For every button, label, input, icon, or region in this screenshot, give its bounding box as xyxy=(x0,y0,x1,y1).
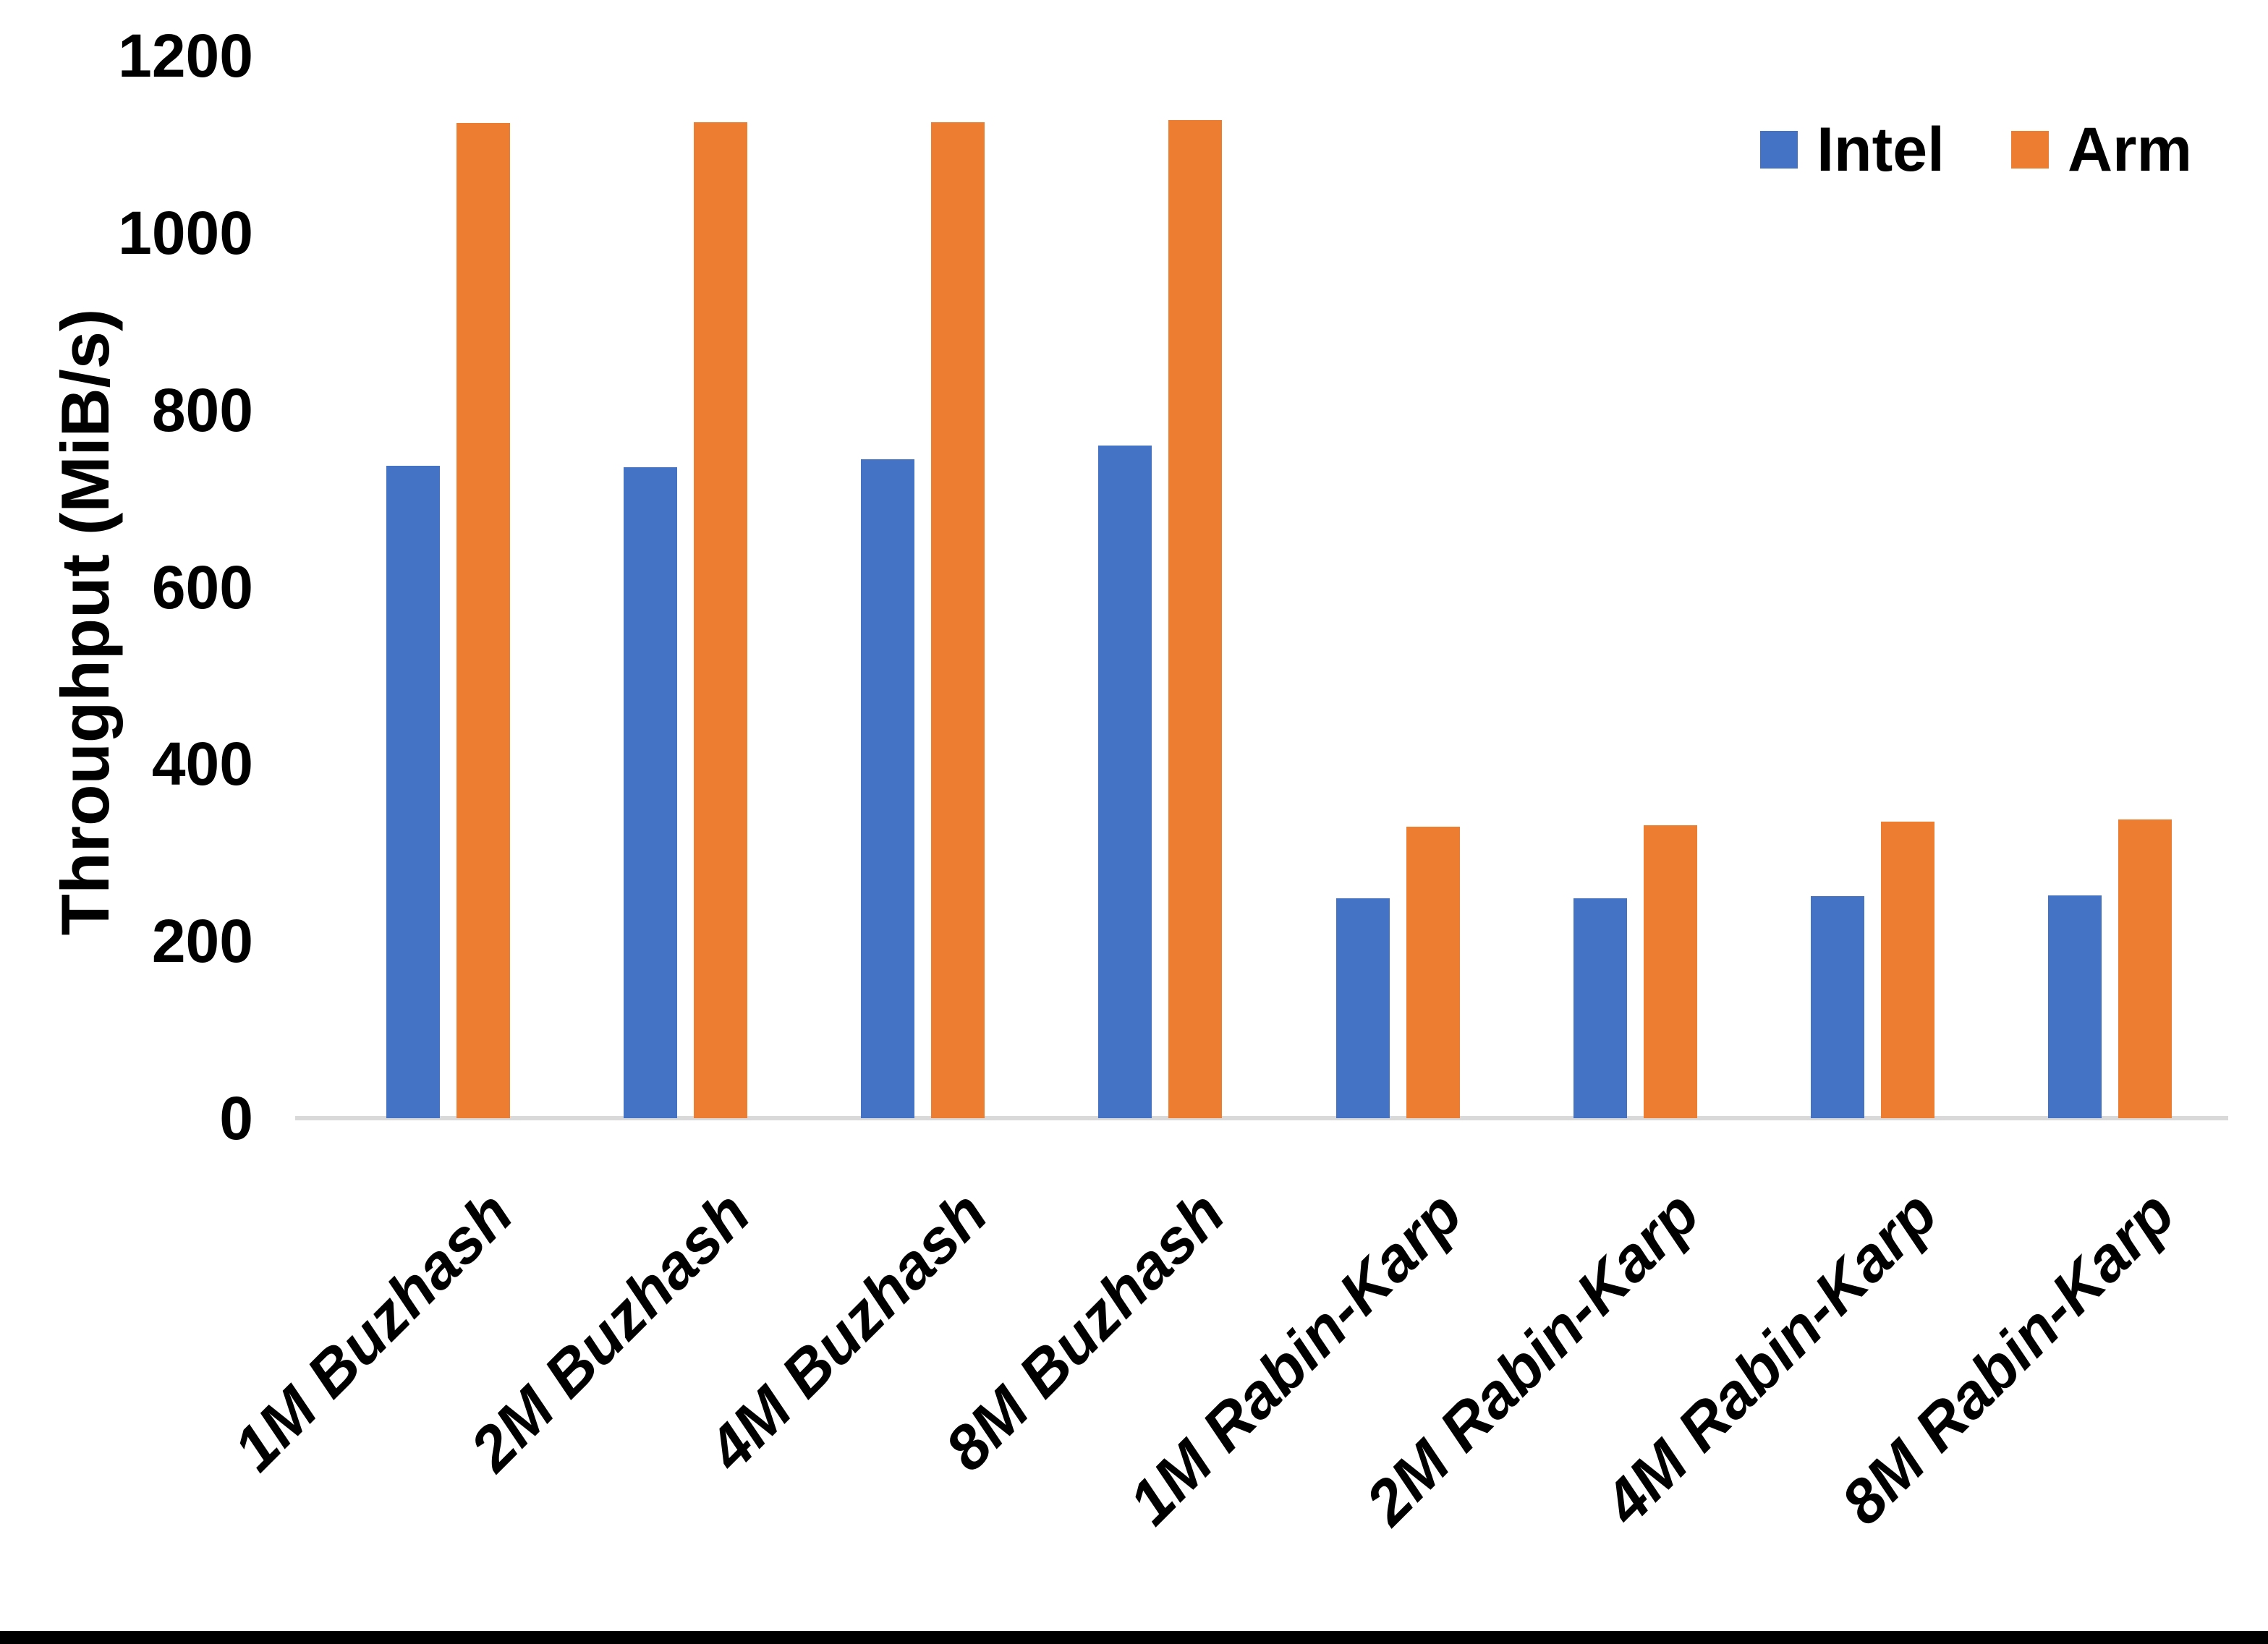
y-axis-tick-label: 600 xyxy=(151,553,253,621)
arm-legend-swatch xyxy=(2010,131,2049,169)
y-axis-tick-label: 400 xyxy=(151,730,253,798)
bar-arm-2 xyxy=(931,122,985,1118)
legend-label-intel: Intel xyxy=(1817,115,1945,184)
legend-item-arm: Arm xyxy=(2010,115,2192,184)
bar-arm-5 xyxy=(1643,825,1697,1118)
bar-arm-7 xyxy=(2118,819,2173,1118)
bar-arm-3 xyxy=(1168,120,1223,1118)
bar-intel-3 xyxy=(1098,445,1152,1118)
y-axis-tick-label: 200 xyxy=(151,907,253,976)
bar-arm-4 xyxy=(1406,827,1460,1118)
bar-intel-2 xyxy=(861,459,915,1118)
legend: Intel Arm xyxy=(1760,119,2192,181)
y-axis-tick-label: 1000 xyxy=(118,198,253,267)
x-axis-line xyxy=(295,1116,2228,1120)
y-axis-tick-label: 0 xyxy=(219,1084,253,1152)
y-axis-title: Throughput (MiB/s) xyxy=(47,308,123,936)
bar-intel-0 xyxy=(386,465,440,1118)
y-axis-tick-label: 800 xyxy=(151,375,253,444)
legend-label-arm: Arm xyxy=(2067,115,2192,184)
intel-legend-swatch xyxy=(1760,131,1798,169)
legend-item-intel: Intel xyxy=(1760,119,1945,181)
y-axis-tick-label: 1200 xyxy=(118,22,253,90)
bar-intel-4 xyxy=(1335,898,1390,1118)
bar-intel-7 xyxy=(2048,895,2102,1118)
bottom-border xyxy=(0,1631,2268,1644)
bar-arm-0 xyxy=(456,123,510,1118)
bar-arm-1 xyxy=(694,122,748,1118)
bar-intel-1 xyxy=(624,467,678,1118)
bar-intel-6 xyxy=(1810,895,1864,1118)
bar-intel-5 xyxy=(1573,898,1627,1118)
bar-arm-6 xyxy=(1880,821,1934,1118)
